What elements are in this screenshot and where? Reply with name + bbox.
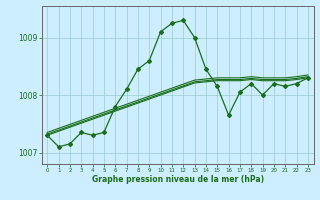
- X-axis label: Graphe pression niveau de la mer (hPa): Graphe pression niveau de la mer (hPa): [92, 175, 264, 184]
